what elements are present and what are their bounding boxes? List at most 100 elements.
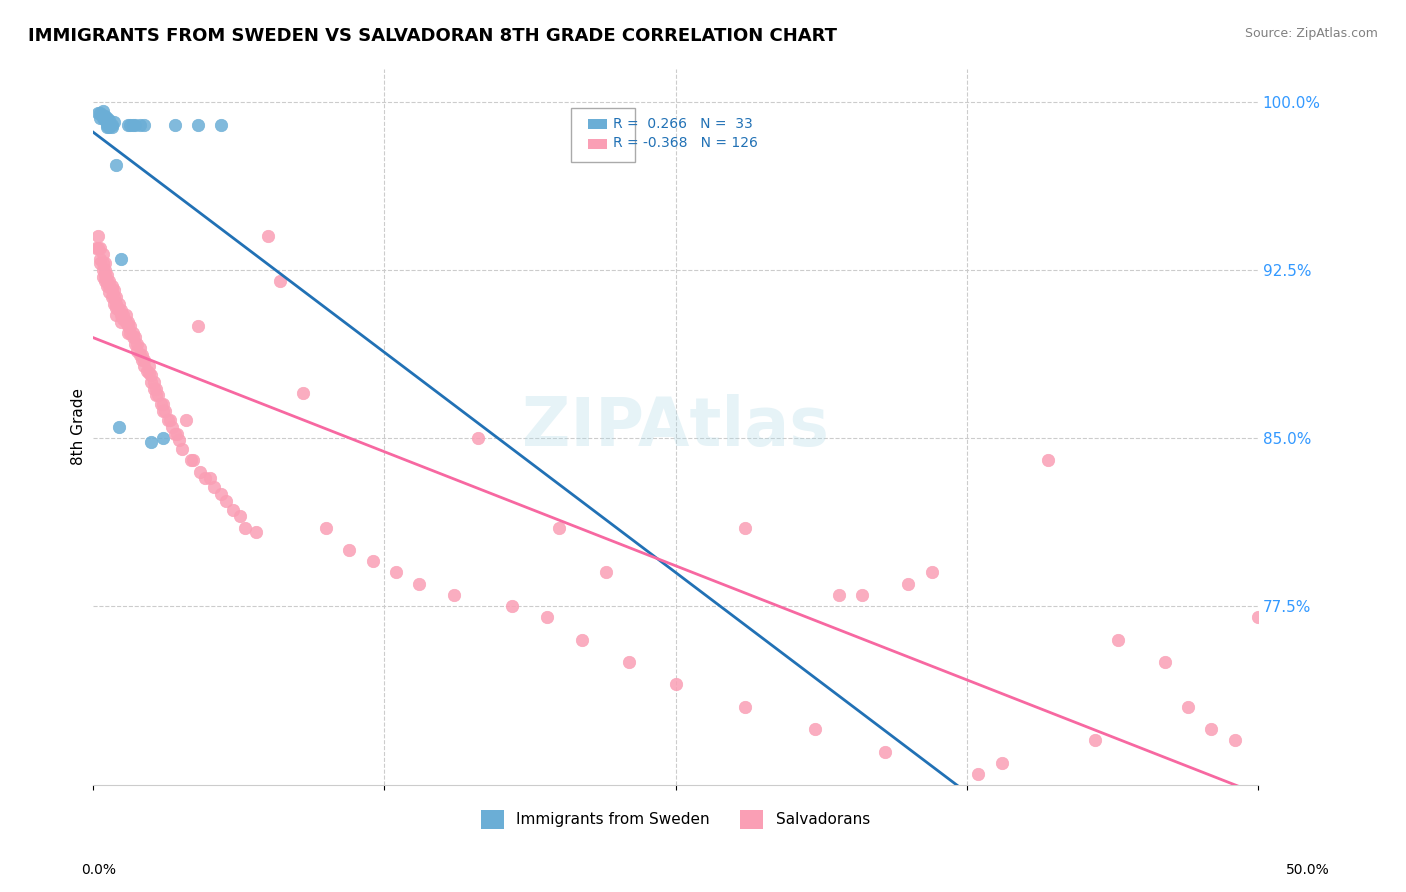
Point <box>94 113 117 128</box>
Legend: Immigrants from Sweden, Salvadorans: Immigrants from Sweden, Salvadorans <box>475 804 876 835</box>
Point <box>110 308 132 322</box>
Point <box>114 314 136 328</box>
Point <box>149 397 172 411</box>
Point <box>571 632 593 647</box>
Point <box>96 278 118 293</box>
Point <box>94 109 117 123</box>
Point <box>215 493 238 508</box>
Point <box>96 274 118 288</box>
Point <box>827 588 849 602</box>
Point <box>897 576 920 591</box>
Point <box>98 274 121 288</box>
Point <box>269 274 291 288</box>
Text: R = -0.368   N = 126: R = -0.368 N = 126 <box>613 136 758 150</box>
Point <box>176 413 198 427</box>
Point <box>188 465 211 479</box>
Point <box>467 431 489 445</box>
Point <box>142 375 165 389</box>
Point <box>110 303 132 318</box>
Point <box>1247 610 1270 624</box>
Point <box>110 314 132 328</box>
Point <box>501 599 523 613</box>
Text: IMMIGRANTS FROM SWEDEN VS SALVADORAN 8TH GRADE CORRELATION CHART: IMMIGRANTS FROM SWEDEN VS SALVADORAN 8TH… <box>28 27 837 45</box>
Point <box>96 120 118 134</box>
Point <box>107 303 129 318</box>
Point <box>617 655 640 669</box>
Point <box>163 118 186 132</box>
Point <box>134 118 156 132</box>
Point <box>734 699 756 714</box>
Point <box>89 106 111 120</box>
Point <box>107 296 129 310</box>
Point <box>162 419 184 434</box>
Point <box>87 106 110 120</box>
Point <box>91 109 114 123</box>
Point <box>96 268 118 282</box>
Point <box>315 520 337 534</box>
Point <box>141 375 163 389</box>
Point <box>103 115 125 129</box>
Point <box>156 413 179 427</box>
Point <box>91 256 114 270</box>
Point <box>536 610 558 624</box>
Point <box>131 352 153 367</box>
Point <box>152 397 174 411</box>
Point <box>103 290 125 304</box>
Point <box>145 388 167 402</box>
Point <box>1060 789 1083 804</box>
Point <box>187 118 209 132</box>
Point <box>103 296 125 310</box>
Point <box>128 118 150 132</box>
Point <box>98 285 121 300</box>
Point <box>96 111 118 125</box>
Point <box>105 308 128 322</box>
Point <box>443 588 465 602</box>
Point <box>131 348 153 362</box>
Point <box>94 256 117 270</box>
Point <box>105 296 128 310</box>
Point <box>121 118 143 132</box>
Point <box>141 368 163 383</box>
Text: 0.0%: 0.0% <box>82 863 115 877</box>
Point <box>142 382 165 396</box>
Point <box>101 118 124 132</box>
Point <box>163 426 186 441</box>
Point <box>94 274 117 288</box>
Point <box>198 471 221 485</box>
FancyBboxPatch shape <box>588 120 607 129</box>
Point <box>233 520 256 534</box>
Point <box>1038 453 1060 467</box>
Point <box>89 241 111 255</box>
Point <box>921 566 943 580</box>
Point <box>101 283 124 297</box>
Point <box>84 241 107 255</box>
Point <box>134 352 156 367</box>
Point <box>145 382 167 396</box>
Point <box>1107 632 1129 647</box>
Point <box>804 722 827 736</box>
Point <box>134 359 156 374</box>
Point <box>159 413 181 427</box>
Point <box>112 308 135 322</box>
Point <box>89 256 111 270</box>
Point <box>875 744 897 758</box>
Point <box>257 229 280 244</box>
Point <box>89 252 111 266</box>
Point <box>135 364 157 378</box>
Point <box>128 342 150 356</box>
Point <box>94 268 117 282</box>
Point <box>152 431 174 445</box>
Text: R =  0.266   N =  33: R = 0.266 N = 33 <box>613 117 752 131</box>
FancyBboxPatch shape <box>571 108 634 161</box>
Point <box>110 252 132 266</box>
Point <box>548 520 571 534</box>
Point <box>91 247 114 261</box>
Point <box>1153 655 1175 669</box>
Point <box>152 404 174 418</box>
Point <box>101 120 124 134</box>
Point <box>89 111 111 125</box>
Point <box>229 509 252 524</box>
Point <box>87 229 110 244</box>
Point <box>595 566 617 580</box>
Point <box>183 453 205 467</box>
